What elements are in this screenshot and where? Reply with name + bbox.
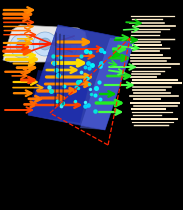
Point <box>85 77 88 80</box>
Point <box>103 50 106 54</box>
Polygon shape <box>3 25 88 62</box>
Polygon shape <box>80 38 135 130</box>
Point <box>85 49 88 53</box>
Point <box>88 88 91 91</box>
Point <box>74 100 77 103</box>
Point <box>60 104 63 107</box>
Point <box>89 92 92 96</box>
Point <box>86 62 89 65</box>
Point <box>48 86 51 89</box>
Polygon shape <box>28 70 90 123</box>
Circle shape <box>16 40 28 52</box>
Point <box>94 87 97 90</box>
Point <box>63 85 66 88</box>
Circle shape <box>10 34 34 58</box>
Point <box>91 63 94 66</box>
Point <box>77 86 80 89</box>
Point <box>86 104 89 107</box>
Point <box>57 73 59 76</box>
Point <box>77 80 80 83</box>
Point <box>93 109 96 113</box>
Circle shape <box>39 38 51 50</box>
Point <box>88 82 91 86</box>
Point <box>80 70 83 73</box>
Point <box>80 54 83 58</box>
Point <box>61 101 64 105</box>
Point <box>88 50 91 54</box>
Point <box>84 100 87 104</box>
Point <box>54 69 57 72</box>
Point <box>79 80 82 83</box>
Point <box>84 66 87 69</box>
Circle shape <box>33 32 57 56</box>
Point <box>84 105 87 108</box>
Point <box>99 48 102 51</box>
Polygon shape <box>28 25 135 130</box>
Circle shape <box>53 35 77 59</box>
Point <box>52 54 55 57</box>
Point <box>74 86 77 89</box>
Point <box>50 89 53 93</box>
Point <box>88 66 91 69</box>
Point <box>98 64 101 68</box>
Point <box>98 98 101 101</box>
Circle shape <box>59 41 71 53</box>
Point <box>53 61 55 64</box>
Point <box>55 99 58 103</box>
Point <box>93 93 96 96</box>
Point <box>58 55 61 58</box>
Point <box>98 81 101 84</box>
Point <box>100 62 102 65</box>
